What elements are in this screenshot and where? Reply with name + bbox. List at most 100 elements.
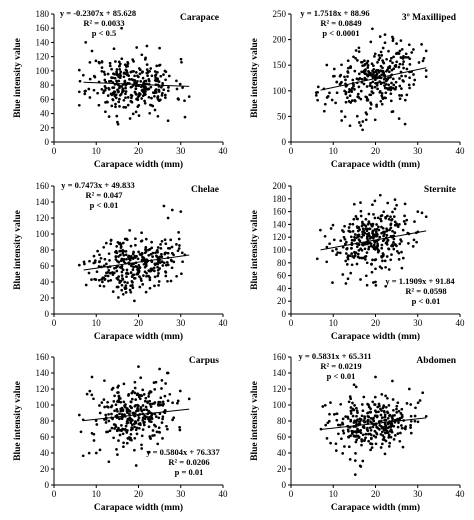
data-point <box>343 89 346 93</box>
data-point <box>128 412 131 416</box>
data-point <box>149 390 153 394</box>
data-point <box>116 122 120 126</box>
data-point <box>380 416 384 420</box>
data-point <box>335 253 338 257</box>
data-point <box>125 268 129 272</box>
data-point <box>103 379 106 383</box>
data-point <box>131 274 135 277</box>
data-point <box>157 400 161 404</box>
data-point <box>351 222 355 226</box>
data-point <box>81 454 85 458</box>
data-point <box>118 265 122 269</box>
data-point <box>127 409 131 412</box>
data-point <box>349 235 353 239</box>
y-tick-label: 40 <box>40 448 50 458</box>
data-point <box>376 87 379 91</box>
scatter-plot-4: 0 10 20 30 40 0 20 40 60 80 100 120 140 160 180 200 Cara… <box>250 181 465 342</box>
data-point <box>144 415 148 419</box>
data-point <box>113 266 116 270</box>
data-point <box>140 53 144 57</box>
data-point <box>163 252 167 256</box>
data-point <box>128 229 132 232</box>
data-point <box>370 73 374 77</box>
data-point <box>346 75 349 78</box>
data-point <box>385 233 389 237</box>
data-point <box>161 415 165 419</box>
data-point <box>377 228 381 232</box>
data-point <box>331 281 334 284</box>
data-point <box>153 433 156 437</box>
data-point <box>118 105 121 108</box>
data-point <box>372 243 376 247</box>
data-point <box>160 255 164 259</box>
data-point <box>382 81 386 84</box>
data-point <box>134 421 138 425</box>
data-point <box>170 208 174 212</box>
data-point <box>148 278 152 282</box>
scatter-plot-6: 0 10 20 30 40 0 20 40 60 80 100 120 140 160 Carapace w… <box>250 351 466 513</box>
data-point <box>364 432 368 436</box>
data-point <box>167 86 170 89</box>
data-point <box>420 211 424 215</box>
data-point <box>84 283 88 287</box>
data-point <box>125 275 128 279</box>
x-axis-label: Carapace width (mm) <box>331 159 420 170</box>
data-point <box>360 403 364 406</box>
data-point <box>387 268 391 271</box>
data-point <box>166 427 169 431</box>
data-point <box>395 249 399 253</box>
data-point <box>102 264 106 268</box>
data-point <box>372 416 375 420</box>
data-point <box>114 423 117 427</box>
data-point <box>126 411 129 415</box>
data-point <box>398 439 402 443</box>
scatter-plot-3: 0 10 20 30 40 0 20 40 60 80 100 120 140 160 Carapace w… <box>13 180 228 342</box>
y-tick-label: 40 <box>40 277 50 287</box>
data-point <box>324 423 328 427</box>
y-tick-label: 180 <box>36 9 50 19</box>
y-tick-label: 120 <box>36 384 50 394</box>
data-point <box>162 261 166 265</box>
data-point <box>395 203 398 207</box>
data-point <box>134 398 138 401</box>
data-point <box>164 263 168 267</box>
data-point <box>176 97 180 100</box>
data-point <box>376 244 379 248</box>
data-point <box>389 226 393 230</box>
data-point <box>358 77 362 80</box>
data-point <box>380 94 384 98</box>
data-point <box>99 256 103 260</box>
y-tick-label: 180 <box>273 194 287 204</box>
data-point <box>187 397 191 401</box>
data-point <box>353 254 357 257</box>
data-point <box>103 73 107 76</box>
data-point <box>103 257 107 261</box>
data-point <box>361 433 365 437</box>
data-point <box>146 70 150 74</box>
data-point <box>387 217 391 221</box>
data-point <box>125 257 128 261</box>
data-point <box>143 93 147 96</box>
data-point <box>367 220 371 223</box>
y-tick-label: 0 <box>282 480 287 490</box>
data-point <box>371 236 375 240</box>
data-point <box>353 473 357 476</box>
data-point <box>85 392 89 396</box>
data-point <box>383 33 387 36</box>
data-point <box>159 247 163 250</box>
data-point <box>104 413 108 417</box>
data-point <box>116 241 120 244</box>
data-point <box>341 417 345 421</box>
data-point <box>371 27 374 31</box>
data-point <box>137 395 141 399</box>
data-point <box>98 411 102 415</box>
x-tick-label: 40 <box>456 489 466 499</box>
data-point <box>167 74 171 78</box>
data-point <box>181 86 184 89</box>
data-point <box>169 279 173 283</box>
data-point <box>403 426 407 430</box>
data-point <box>319 228 322 232</box>
data-point <box>380 231 383 235</box>
data-point <box>392 237 396 241</box>
data-point <box>142 88 145 92</box>
